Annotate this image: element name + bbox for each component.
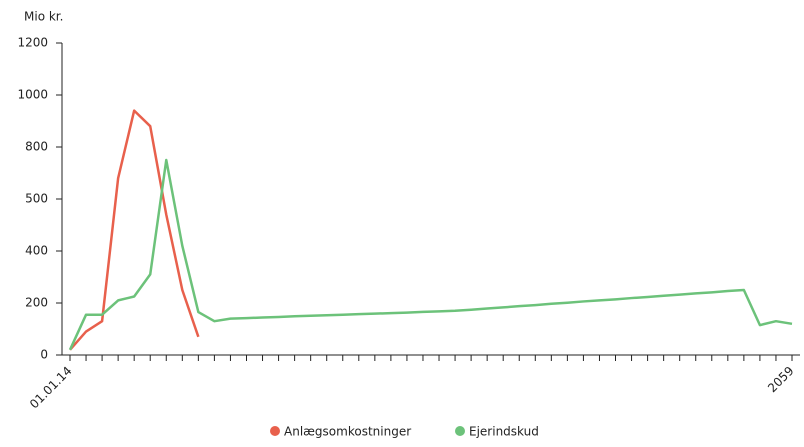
y-axis-label: Mio kr. <box>24 10 63 24</box>
y-tick-label: 1200 <box>17 36 48 50</box>
legend-label: Ejerindskud <box>469 425 539 439</box>
y-tick-label: 800 <box>25 140 48 154</box>
y-tick-label: 0 <box>40 348 48 362</box>
legend-label: Anlægsomkostninger <box>284 425 411 439</box>
legend-marker <box>270 426 280 436</box>
x-tick-label: 01.01.14 <box>27 364 75 412</box>
y-tick-label: 1000 <box>17 88 48 102</box>
series-line <box>68 158 793 351</box>
legend-marker <box>455 426 465 436</box>
y-tick-label: 400 <box>25 244 48 258</box>
series-line <box>69 109 200 351</box>
x-tick-label: 2059 <box>765 364 796 395</box>
y-tick-label: 500 <box>25 192 48 206</box>
y-tick-label: 200 <box>25 296 48 310</box>
